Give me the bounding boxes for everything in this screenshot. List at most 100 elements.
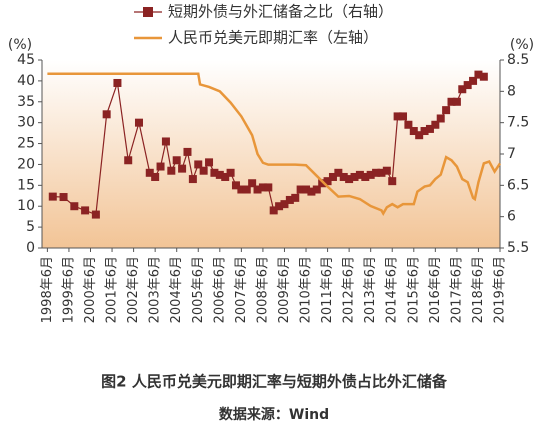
data-point bbox=[258, 183, 267, 192]
data-point bbox=[355, 170, 364, 179]
x-tick-label: 2000年6月 bbox=[83, 256, 98, 323]
data-point bbox=[382, 166, 391, 175]
data-point bbox=[388, 177, 397, 186]
x-tick-label: 2008年6月 bbox=[255, 256, 270, 323]
y2-tick-label: 6.5 bbox=[507, 177, 529, 193]
y2-tick-label: 5.5 bbox=[507, 240, 529, 256]
y-tick-label: 40 bbox=[17, 73, 35, 89]
x-tick-label: 2016年6月 bbox=[428, 256, 443, 323]
data-point bbox=[350, 172, 359, 181]
y-tick-label: 35 bbox=[17, 94, 35, 110]
data-point bbox=[167, 166, 176, 175]
y-tick-label: 30 bbox=[17, 115, 35, 131]
data-point bbox=[307, 187, 316, 196]
data-point bbox=[425, 124, 434, 133]
data-point bbox=[415, 131, 424, 140]
data-point bbox=[366, 170, 375, 179]
data-point bbox=[199, 166, 208, 175]
y2-tick-label: 8.5 bbox=[507, 52, 529, 68]
x-tick-label: 2018年6月 bbox=[471, 256, 486, 323]
legend-label: 人民币兑美元即期汇率（左轴） bbox=[168, 29, 378, 47]
data-point bbox=[145, 168, 154, 177]
data-point bbox=[458, 85, 467, 94]
x-tick-label: 2003年6月 bbox=[148, 256, 163, 323]
data-point bbox=[253, 185, 262, 194]
x-tick-label: 2006年6月 bbox=[212, 256, 227, 323]
data-point bbox=[334, 168, 343, 177]
data-point bbox=[226, 168, 235, 177]
chart-title: 图2 人民币兑美元即期汇率与短期外债占比外汇储备 bbox=[101, 373, 448, 391]
data-point bbox=[172, 156, 181, 165]
data-point bbox=[447, 97, 456, 106]
x-tick-label: 2015年6月 bbox=[406, 256, 421, 323]
data-point bbox=[436, 114, 445, 123]
series-line bbox=[47, 72, 502, 217]
y2-tick-label: 7 bbox=[507, 146, 516, 162]
data-point bbox=[48, 192, 57, 201]
data-point bbox=[452, 97, 461, 106]
plot-area bbox=[42, 60, 500, 248]
data-point bbox=[156, 162, 165, 171]
data-point bbox=[318, 179, 327, 188]
data-point bbox=[339, 172, 348, 181]
x-tick-label: 2012年6月 bbox=[342, 256, 357, 323]
x-tick-label: 2010年6月 bbox=[299, 256, 314, 323]
data-point bbox=[210, 168, 219, 177]
x-tick-label: 2019年6月 bbox=[493, 256, 508, 323]
data-point bbox=[393, 112, 402, 121]
x-tick-label: 2004年6月 bbox=[169, 256, 184, 323]
x-tick-label: 1998年6月 bbox=[40, 256, 55, 323]
data-point bbox=[469, 76, 478, 85]
data-point bbox=[91, 210, 100, 219]
y-tick-label: 15 bbox=[17, 177, 35, 193]
x-tick-label: 2005年6月 bbox=[191, 256, 206, 323]
data-point bbox=[231, 181, 240, 190]
data-point bbox=[269, 206, 278, 215]
x-tick-label: 2014年6月 bbox=[385, 256, 400, 323]
data-point bbox=[280, 200, 289, 209]
data-point bbox=[205, 158, 214, 167]
data-point bbox=[183, 147, 192, 156]
y-tick-label: 45 bbox=[17, 52, 35, 68]
y2-tick-label: 6 bbox=[507, 209, 516, 225]
data-point bbox=[102, 110, 111, 119]
data-point bbox=[312, 185, 321, 194]
data-point bbox=[248, 179, 257, 188]
x-tick-label: 2007年6月 bbox=[234, 256, 249, 323]
data-point bbox=[291, 193, 300, 202]
y-axis-unit: (%) bbox=[8, 37, 32, 53]
data-point bbox=[323, 177, 332, 186]
source: 数据来源：Wind bbox=[219, 406, 329, 423]
data-point bbox=[296, 185, 305, 194]
x-tick-label: 2009年6月 bbox=[277, 256, 292, 323]
x-tick-label: 2001年6月 bbox=[105, 256, 120, 323]
y2-axis-unit: (%) bbox=[510, 37, 534, 53]
x-tick-label: 2017年6月 bbox=[449, 256, 464, 323]
data-point bbox=[285, 195, 294, 204]
data-point bbox=[134, 118, 143, 127]
data-point bbox=[377, 168, 386, 177]
y-tick-label: 5 bbox=[26, 219, 35, 235]
data-point bbox=[161, 137, 170, 146]
data-point bbox=[328, 172, 337, 181]
data-point bbox=[404, 120, 413, 129]
data-point bbox=[221, 172, 230, 181]
y-tick-label: 20 bbox=[17, 156, 35, 172]
x-tick-label: 2013年6月 bbox=[363, 256, 378, 323]
data-point bbox=[361, 172, 370, 181]
data-point bbox=[372, 168, 381, 177]
data-point bbox=[237, 185, 246, 194]
legend-label: 短期外债与外汇储备之比（右轴） bbox=[168, 3, 393, 21]
data-point bbox=[81, 206, 90, 215]
x-tick-label: 2002年6月 bbox=[126, 256, 141, 323]
y-tick-label: 0 bbox=[26, 240, 35, 256]
y2-tick-label: 8 bbox=[507, 83, 516, 99]
data-point bbox=[70, 202, 79, 211]
data-point bbox=[275, 202, 284, 211]
data-point bbox=[188, 175, 197, 184]
data-point bbox=[124, 156, 133, 165]
data-point bbox=[409, 127, 418, 136]
data-point bbox=[194, 160, 203, 169]
data-point bbox=[474, 70, 483, 79]
